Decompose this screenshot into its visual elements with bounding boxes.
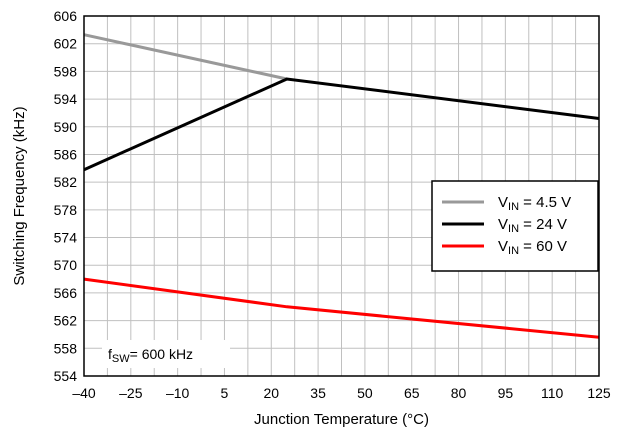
y-tick-label: 558 xyxy=(54,340,78,356)
y-tick-label: 606 xyxy=(54,8,78,24)
legend-label-value: 24 V xyxy=(536,216,567,233)
legend-label-prefix: V xyxy=(498,216,508,233)
y-tick-label: 578 xyxy=(54,202,78,218)
y-axis-title: Switching Frequency (kHz) xyxy=(11,106,28,285)
annotation-prefix: f xyxy=(108,346,112,362)
series-line-vin60 xyxy=(83,277,600,339)
x-tick-labels: –40 –25 –10 5 20 35 50 65 80 95 110 125 xyxy=(72,385,611,401)
fsw-annotation: fSW= 600 kHz xyxy=(102,340,230,368)
legend-label-value: 60 V xyxy=(536,238,567,255)
legend-label-prefix: V xyxy=(498,238,508,255)
legend-label-subscript: IN xyxy=(508,223,519,235)
y-tick-label: 566 xyxy=(54,285,78,301)
x-tick-label: 5 xyxy=(221,385,229,401)
y-tick-label: 582 xyxy=(54,174,78,190)
x-tick-label: 65 xyxy=(404,385,420,401)
y-tick-label: 570 xyxy=(54,257,78,273)
legend-label-vin24: VIN = 24 V xyxy=(498,216,567,235)
annotation-text: fSW= 600 kHz xyxy=(108,346,193,365)
series-line-vin24 xyxy=(83,77,600,172)
x-tick-label: –40 xyxy=(72,385,96,401)
x-tick-label: 50 xyxy=(357,385,373,401)
legend-label-equals: = xyxy=(519,216,536,233)
legend-label-prefix: V xyxy=(498,194,508,211)
x-tick-label: 125 xyxy=(587,385,611,401)
x-tick-label: 95 xyxy=(498,385,514,401)
legend-label-equals: = xyxy=(519,238,536,255)
legend-label-subscript: IN xyxy=(508,201,519,213)
legend-label-vin45: VIN = 4.5 V xyxy=(498,194,571,213)
x-axis-title: Junction Temperature (°C) xyxy=(254,411,429,428)
y-tick-label: 598 xyxy=(54,63,78,79)
y-tick-labels: 554 558 562 566 570 574 578 582 586 590 594 598 602 6… xyxy=(54,8,78,384)
legend-label-vin60: VIN = 60 V xyxy=(498,238,567,257)
y-tick-label: 554 xyxy=(54,368,78,384)
y-tick-label: 602 xyxy=(54,36,78,52)
legend-box xyxy=(431,180,599,272)
legend-label-value: 4.5 V xyxy=(536,194,571,211)
x-tick-label: 110 xyxy=(541,385,564,401)
y-tick-label: 594 xyxy=(54,91,78,107)
y-tick-label: 586 xyxy=(54,146,78,162)
annotation-value: = 600 kHz xyxy=(130,346,193,362)
x-tick-label: –25 xyxy=(119,385,143,401)
annotation-subscript: SW xyxy=(112,353,130,365)
y-tick-label: 590 xyxy=(54,119,78,135)
annotation-background xyxy=(102,340,230,368)
series-lines xyxy=(83,33,600,339)
x-tick-label: 35 xyxy=(310,385,326,401)
legend-label-subscript: IN xyxy=(508,245,519,257)
x-tick-label: 80 xyxy=(451,385,467,401)
series-line-vin45 xyxy=(83,33,288,81)
y-tick-label: 574 xyxy=(54,230,78,246)
x-tick-label: 20 xyxy=(263,385,279,401)
plot-frame xyxy=(83,15,600,377)
x-tick-label: –10 xyxy=(166,385,190,401)
legend-label-equals: = xyxy=(519,194,536,211)
y-tick-label: 562 xyxy=(54,313,78,329)
